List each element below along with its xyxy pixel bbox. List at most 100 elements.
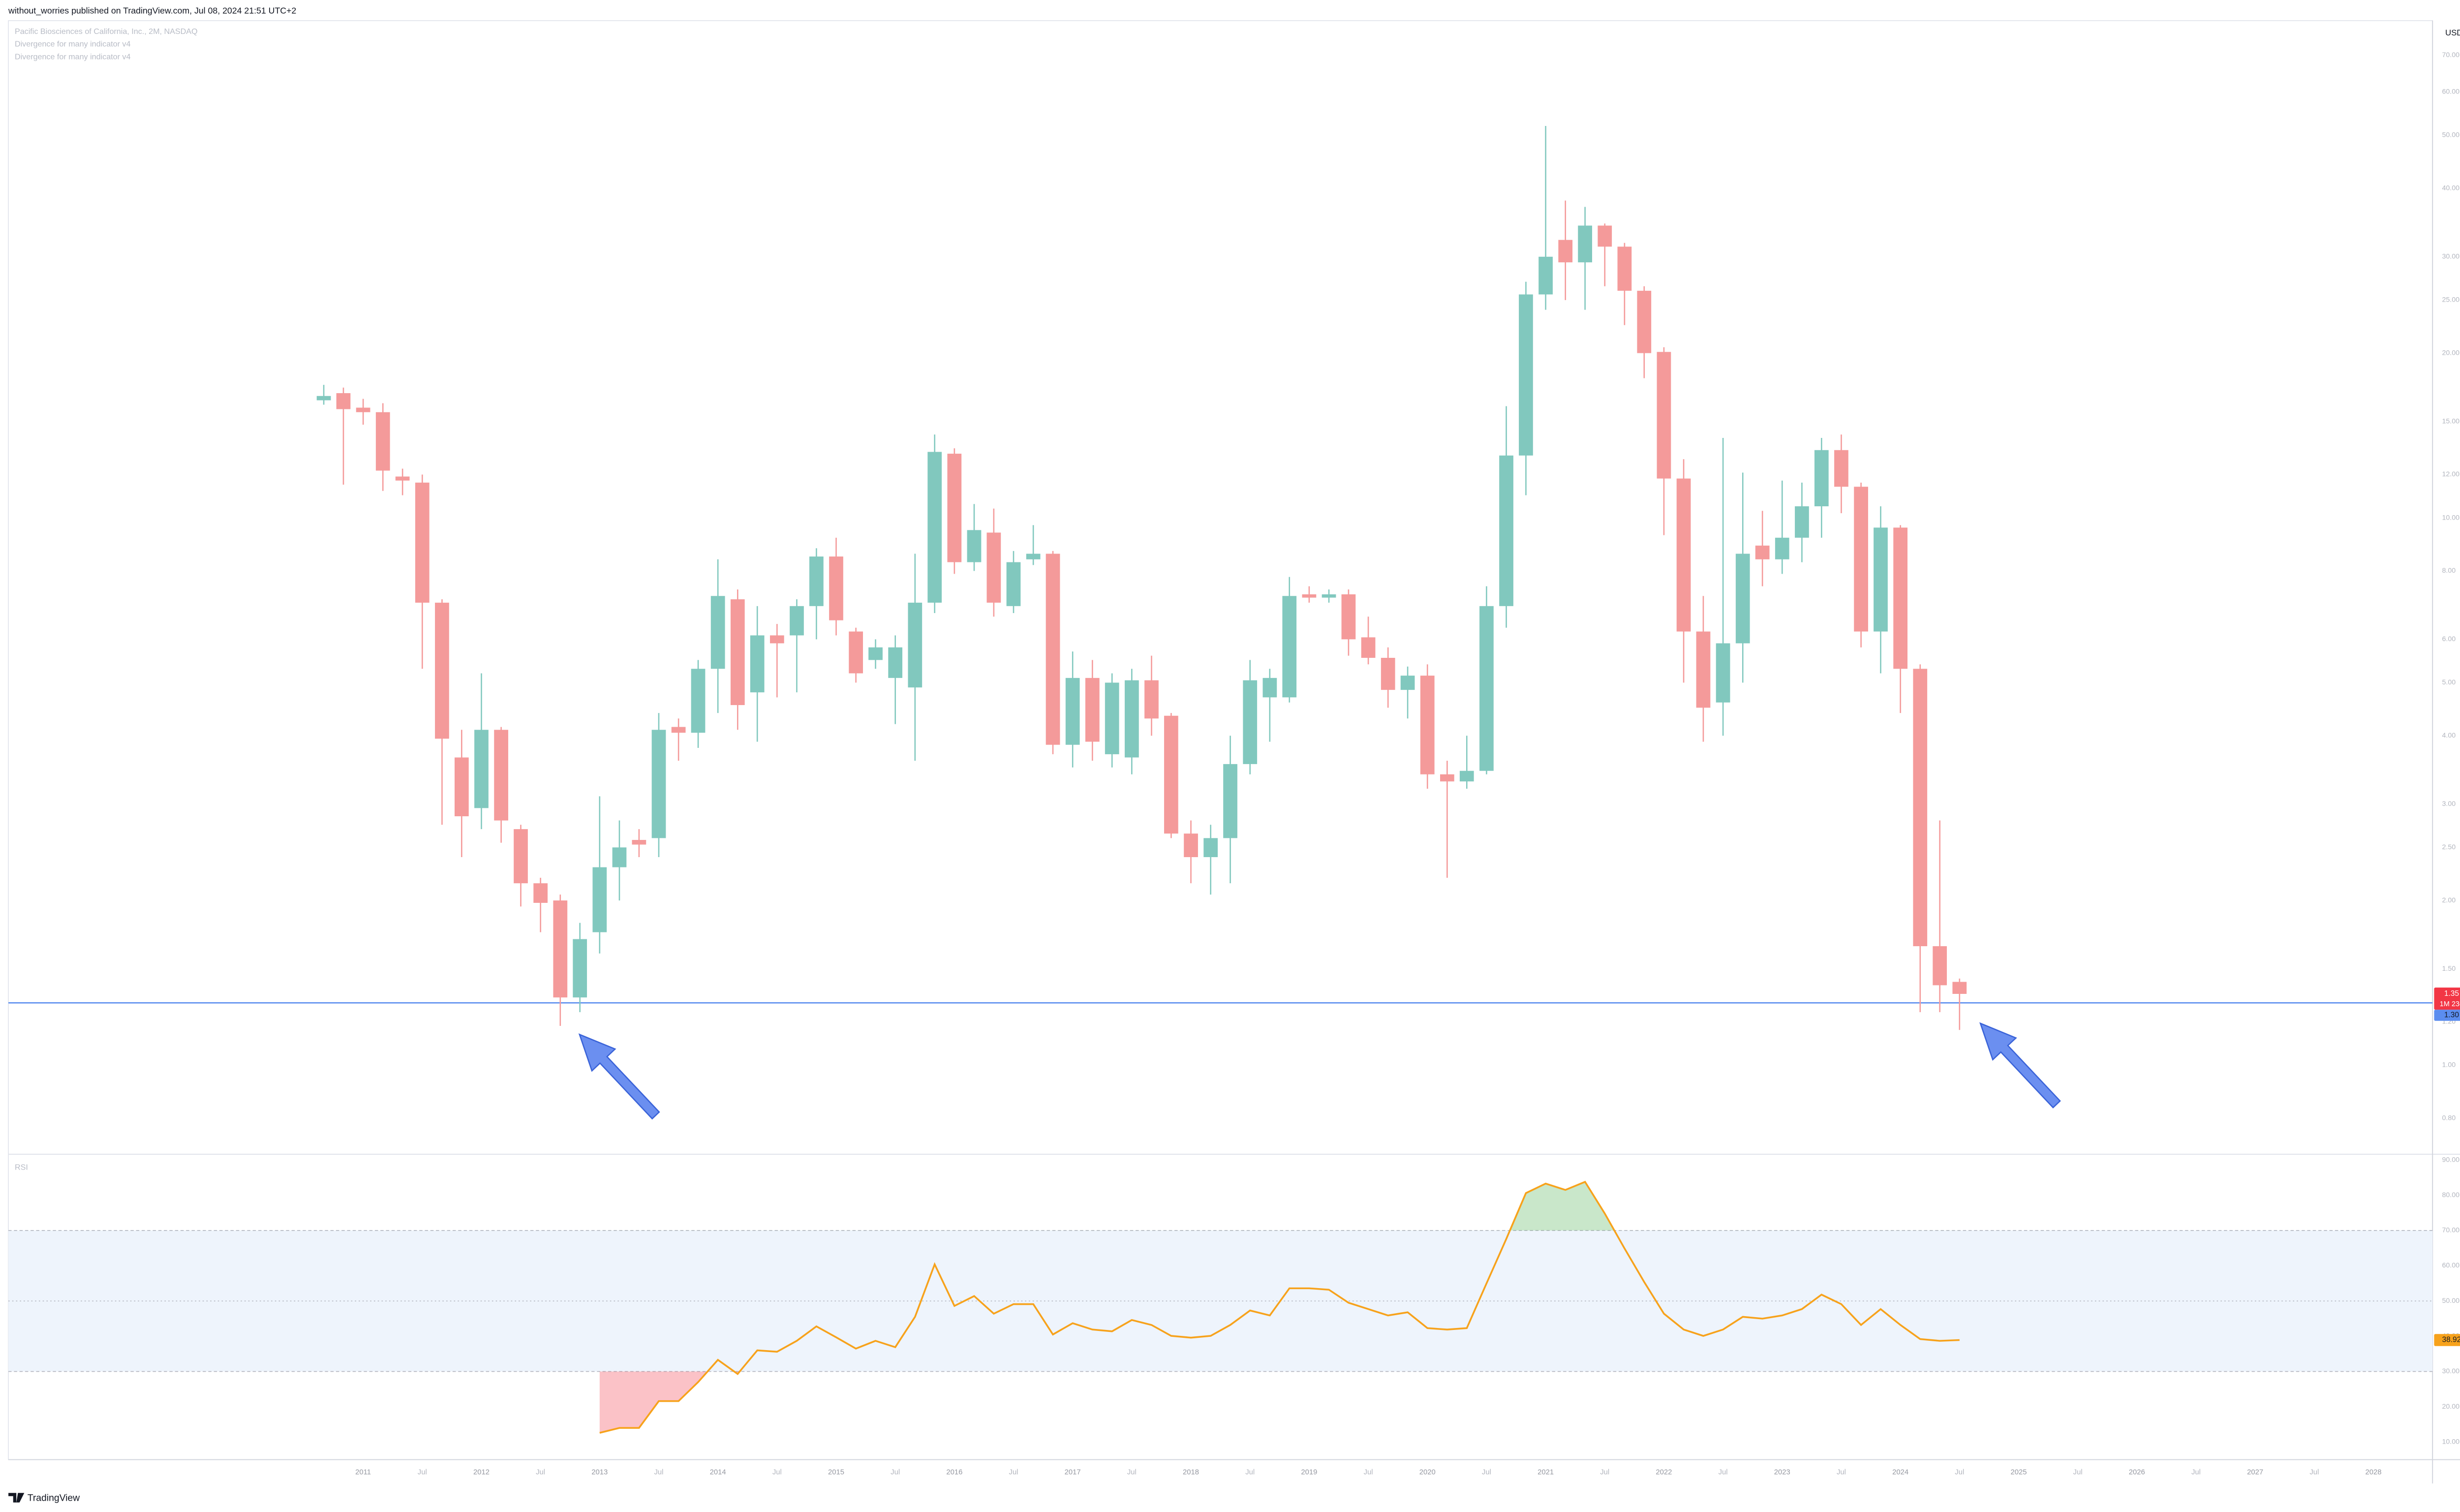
candle-body <box>474 730 489 808</box>
publish-header: without_worries published on TradingView… <box>8 5 296 16</box>
candle-body <box>1341 594 1356 640</box>
rsi-tick-label: 70.00 <box>2442 1227 2460 1234</box>
candle-body <box>809 556 824 606</box>
candle-body <box>1558 240 1573 263</box>
x-tick-label: 2023 <box>1774 1468 1790 1476</box>
candle-body <box>967 530 982 562</box>
x-tick-label: Jul <box>1364 1468 1373 1476</box>
x-tick-label: Jul <box>1127 1468 1137 1476</box>
x-tick-label: 2016 <box>946 1468 962 1476</box>
candle-body <box>1952 982 1967 994</box>
candle-body <box>1913 669 1928 947</box>
candle-body <box>533 883 548 903</box>
y-tick-label: 10.00 <box>2442 514 2460 522</box>
x-tick-label: 2021 <box>1538 1468 1554 1476</box>
candle-body <box>947 454 962 562</box>
candle-body <box>1282 596 1297 698</box>
x-tick-label: Jul <box>1719 1468 1728 1476</box>
candle-body <box>415 482 430 603</box>
candle-body <box>1479 606 1494 771</box>
x-tick-label: 2012 <box>473 1468 490 1476</box>
candle-body <box>1814 450 1829 506</box>
candle-body <box>986 532 1001 603</box>
candle-body <box>730 599 745 705</box>
candle-body <box>1854 487 1868 632</box>
candle-body <box>750 635 765 693</box>
x-tick-label: 2028 <box>2366 1468 2382 1476</box>
candle-body <box>1617 247 1632 291</box>
rsi-legend: RSI <box>15 1163 28 1172</box>
arrow <box>1979 1022 2061 1109</box>
candle-body <box>1302 594 1317 598</box>
y-tick-label: 15.00 <box>2442 417 2460 425</box>
y-tick-label: 2.00 <box>2442 896 2456 904</box>
hline-price-box <box>2434 1010 2460 1021</box>
candle-body <box>1322 594 1336 598</box>
candle-body <box>1657 352 1671 479</box>
x-tick-label: Jul <box>536 1468 545 1476</box>
candle-body <box>1381 658 1395 690</box>
x-tick-label: 2025 <box>2010 1468 2027 1476</box>
symbol-legend: Pacific Biosciences of California, Inc.,… <box>15 27 198 36</box>
candle-body <box>1420 676 1435 774</box>
price-pane <box>8 126 2433 1030</box>
candle-body <box>1262 678 1277 698</box>
candle-body <box>1834 450 1848 487</box>
x-tick-label: 2015 <box>828 1468 844 1476</box>
x-tick-label: 2027 <box>2247 1468 2263 1476</box>
y-tick-label: 2.50 <box>2442 843 2456 851</box>
candle-body <box>671 727 686 733</box>
candle-body <box>1874 527 1888 632</box>
rsi-tick-label: 60.00 <box>2442 1262 2460 1269</box>
candle-body <box>927 452 942 603</box>
x-tick-label: 2026 <box>2129 1468 2145 1476</box>
candle-body <box>849 631 863 674</box>
rsi-last-value: 38.92 <box>2442 1336 2460 1344</box>
y-tick-label: 1.50 <box>2442 965 2456 973</box>
candle-body <box>888 647 903 678</box>
candle-body <box>1637 290 1652 353</box>
candle-body <box>1459 771 1474 782</box>
candle-body <box>632 840 646 845</box>
y-tick-label: 0.80 <box>2442 1114 2456 1122</box>
rsi-tick-label: 50.00 <box>2442 1297 2460 1305</box>
candle-body <box>435 602 449 739</box>
rsi-pane <box>8 1180 2433 1434</box>
candle-body <box>908 602 922 688</box>
candle-body <box>336 393 351 409</box>
candle-body <box>1775 537 1789 559</box>
candle-body <box>829 556 843 620</box>
candle-body <box>1085 678 1100 742</box>
candle-body <box>1203 838 1218 858</box>
bar-countdown: 1M 23d <box>2440 1000 2460 1008</box>
candle-body <box>651 730 666 838</box>
y-tick-label: 60.00 <box>2442 88 2460 96</box>
candle-body <box>1598 225 1612 247</box>
candle-body <box>1046 554 1060 745</box>
y-tick-label: 20.00 <box>2442 349 2460 357</box>
candle-body <box>1676 478 1691 632</box>
candle-body <box>1893 527 1907 669</box>
candle-body <box>1519 294 1533 456</box>
y-tick-label: 50.00 <box>2442 131 2460 139</box>
rsi-line <box>599 1180 1960 1434</box>
candle-body <box>710 596 725 669</box>
y-tick-label: 30.00 <box>2442 253 2460 261</box>
candle-body <box>1105 682 1119 754</box>
rsi-last-value-box <box>2434 1334 2460 1346</box>
y-tick-label: 8.00 <box>2442 567 2456 575</box>
candle-body <box>1499 455 1513 606</box>
annotation-arrow <box>578 1022 2061 1120</box>
x-tick-label: Jul <box>654 1468 663 1476</box>
candle-body <box>1538 256 1553 295</box>
candle-body <box>1795 506 1809 538</box>
candle-body <box>356 407 370 412</box>
candle-body <box>1361 637 1376 658</box>
x-tick-label: 2020 <box>1419 1468 1436 1476</box>
indicator-legend: Divergence for many indicator v4 <box>15 52 131 61</box>
y-tick-label: 1.00 <box>2442 1061 2456 1069</box>
y-tick-label: 12.00 <box>2442 470 2460 478</box>
candle-body <box>375 412 390 471</box>
currency-label: USD <box>2445 28 2460 37</box>
last-price-label: 1.35 <box>2444 989 2459 998</box>
